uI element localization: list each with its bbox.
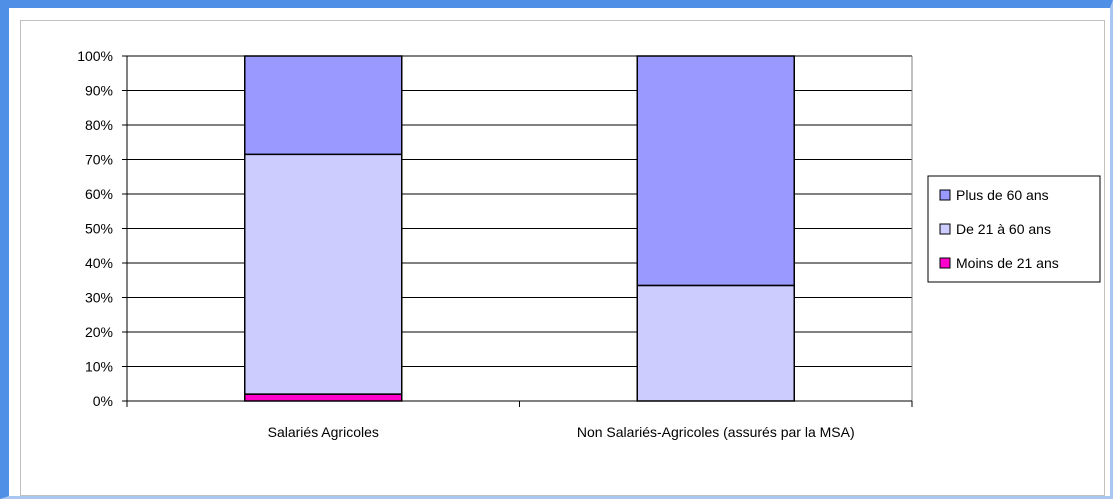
- y-tick-label: 60%: [85, 186, 113, 202]
- legend-swatch: [939, 257, 951, 269]
- y-tick-label: 0%: [93, 393, 113, 409]
- legend-label: De 21 à 60 ans: [956, 221, 1051, 237]
- bar-segment: [244, 393, 403, 402]
- legend-label: Moins de 21 ans: [956, 255, 1059, 271]
- x-axis: Salariés Agricoles Non Salariés-Agricoles…: [126, 400, 913, 440]
- y-tick-label: 70%: [85, 152, 113, 168]
- y-axis: 0% 10% 20% 30% 40% 50% 60% 70% 80% 90% 100%: [77, 48, 128, 409]
- y-tick-label: 50%: [85, 221, 113, 237]
- y-tick-label: 20%: [85, 324, 113, 340]
- bar-segment: [636, 55, 795, 287]
- bar-segment: [244, 153, 403, 395]
- y-tick-label: 10%: [85, 359, 113, 375]
- bars: [244, 55, 795, 402]
- legend-swatch: [939, 223, 951, 235]
- legend-box: [927, 175, 1101, 283]
- legend-swatch: [939, 189, 951, 201]
- y-tick-label: 80%: [85, 117, 113, 133]
- legend-label: Plus de 60 ans: [956, 187, 1049, 203]
- chart-area: [20, 20, 1105, 496]
- y-tick-label: 90%: [85, 83, 113, 99]
- x-category-label: Salariés Agricoles: [268, 424, 379, 440]
- bar-segment: [244, 55, 403, 156]
- y-tick-label: 30%: [85, 290, 113, 306]
- x-category-label: Non Salariés-Agricoles (assurés par la M…: [577, 424, 855, 440]
- y-tick-label: 40%: [85, 255, 113, 271]
- bar-segment: [636, 284, 795, 402]
- legend: Plus de 60 ans De 21 à 60 ans Moins de 21 …: [927, 175, 1101, 283]
- y-tick-label: 100%: [77, 48, 113, 64]
